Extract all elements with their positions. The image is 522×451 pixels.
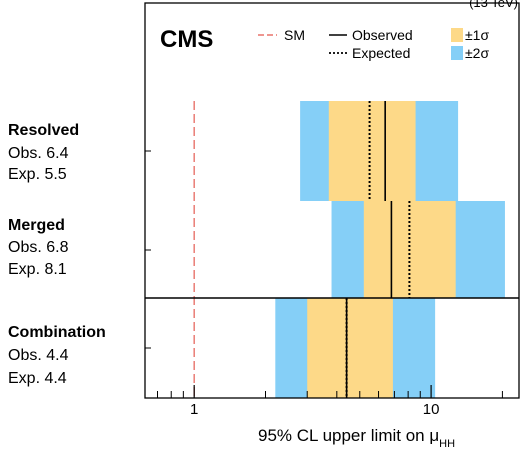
combination-one-sigma-band xyxy=(307,298,393,398)
x-axis-title: 95% CL upper limit on μHH xyxy=(258,426,455,450)
legend: SM Observed Expected ±1σ ±2σ xyxy=(258,27,489,61)
x-tick-label-1: 1 xyxy=(190,401,198,418)
legend-two-sigma-label: ±2σ xyxy=(465,45,489,61)
x-tick-label-10: 10 xyxy=(423,401,440,418)
combination-exp: Exp. 4.4 xyxy=(8,370,67,387)
resolved-obs: Obs. 6.4 xyxy=(8,145,69,162)
resolved-title: Resolved xyxy=(8,122,79,139)
legend-sm-label: SM xyxy=(284,27,305,43)
merged-exp: Exp. 8.1 xyxy=(8,261,67,278)
category-labels: Resolved Obs. 6.4 Exp. 5.5 Merged Obs. 6… xyxy=(8,122,106,387)
legend-one-sigma-swatch xyxy=(451,28,463,42)
combination-obs: Obs. 4.4 xyxy=(8,347,69,364)
experiment-label: CMS xyxy=(160,26,213,53)
legend-two-sigma-swatch xyxy=(451,46,463,60)
data-layer xyxy=(145,101,505,398)
legend-one-sigma-label: ±1σ xyxy=(465,27,489,43)
combination-title: Combination xyxy=(8,324,106,341)
legend-expected-label: Expected xyxy=(352,45,410,61)
energy-label: (13 TeV) xyxy=(469,0,518,10)
resolved-exp: Exp. 5.5 xyxy=(8,166,67,183)
plot-frame xyxy=(144,2,520,399)
resolved-one-sigma-band xyxy=(328,101,416,201)
legend-observed-label: Observed xyxy=(352,27,413,43)
x-axis-title-main: 95% CL upper limit on μ xyxy=(258,426,439,445)
merged-title: Merged xyxy=(8,217,65,234)
x-axis-title-sub: HH xyxy=(439,438,455,450)
merged-obs: Obs. 6.8 xyxy=(8,239,69,256)
